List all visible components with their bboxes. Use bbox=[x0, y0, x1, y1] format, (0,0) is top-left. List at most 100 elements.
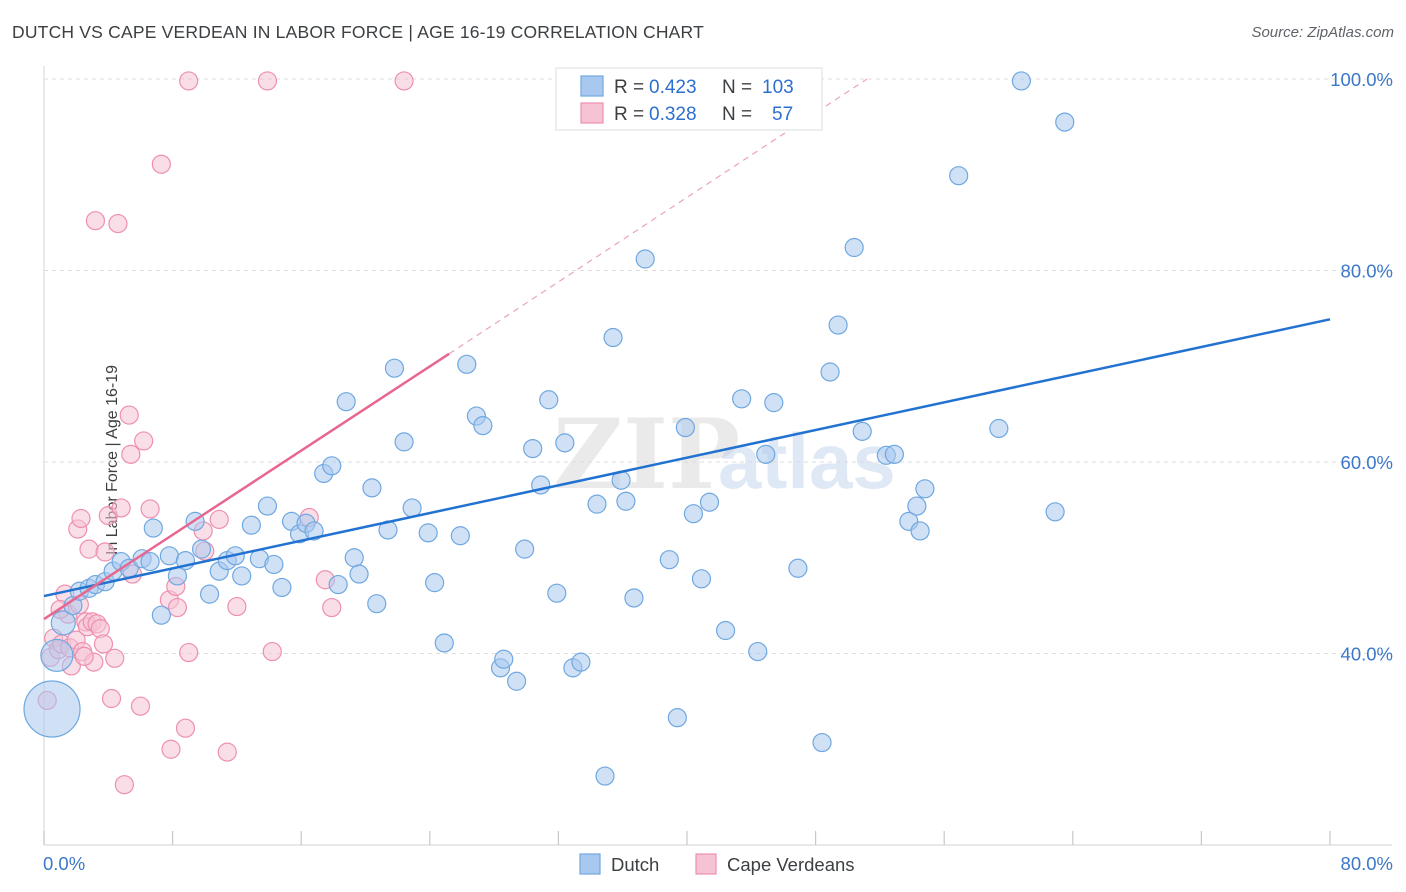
dutch-point bbox=[675, 417, 695, 438]
dutch-point bbox=[624, 588, 644, 608]
source-credit: Source: ZipAtlas.com bbox=[1251, 24, 1394, 41]
y-tick-label: 100.0% bbox=[1330, 69, 1393, 90]
cape-verdean-point bbox=[79, 539, 99, 559]
dutch-point bbox=[394, 432, 414, 452]
y-tick-label: 40.0% bbox=[1341, 644, 1393, 665]
dutch-point bbox=[159, 546, 179, 566]
cape-verdean-point bbox=[74, 646, 94, 666]
dutch-point bbox=[659, 550, 679, 570]
dutch-point bbox=[257, 496, 278, 516]
dutch-point bbox=[547, 583, 567, 603]
dutch-point bbox=[523, 438, 543, 459]
cape-verdean-point bbox=[101, 688, 122, 709]
cape-verdean-point bbox=[119, 405, 139, 425]
dutch-point bbox=[50, 610, 76, 636]
cape-verdeans-points bbox=[37, 71, 414, 795]
dutch-point bbox=[1045, 502, 1065, 522]
chart-title: DUTCH VS CAPE VERDEAN IN LABOR FORCE | A… bbox=[12, 22, 704, 42]
cape-verdean-point bbox=[161, 739, 181, 759]
dutch-point bbox=[362, 478, 382, 498]
cape-verdean-point bbox=[227, 596, 247, 617]
legend-r-value: 0.423 bbox=[649, 77, 697, 98]
cape-verdean-point bbox=[179, 642, 199, 663]
dutch-point bbox=[884, 444, 904, 464]
y-tick-label: 60.0% bbox=[1341, 452, 1393, 473]
cape-verdean-point bbox=[130, 696, 151, 716]
cape-verdean-point bbox=[140, 499, 160, 519]
dutch-point bbox=[328, 574, 348, 595]
dutch-point bbox=[595, 766, 615, 786]
dutch-point bbox=[852, 421, 872, 441]
dutch-point bbox=[272, 577, 292, 598]
cape-verdean-trend-line bbox=[43, 352, 450, 621]
dutch-point bbox=[820, 362, 840, 382]
legend-n-label: N = bbox=[722, 104, 752, 125]
dutch-point bbox=[473, 416, 493, 436]
dutch-point bbox=[264, 554, 284, 575]
cape-verdean-point bbox=[121, 444, 141, 464]
dutch-point bbox=[40, 638, 74, 673]
dutch-point bbox=[732, 389, 752, 409]
legend-n-value: 57 bbox=[772, 104, 793, 125]
dutch-point bbox=[425, 573, 445, 593]
cape-verdean-point bbox=[175, 718, 196, 738]
cape-verdean-point bbox=[93, 634, 114, 654]
bottom-legend-cape: Cape Verdeans bbox=[727, 854, 855, 875]
legend-swatch-dutch bbox=[580, 75, 604, 97]
dutch-point bbox=[571, 652, 591, 672]
cape-verdean-point bbox=[85, 211, 106, 231]
dutch-point bbox=[989, 418, 1009, 439]
dutch-point bbox=[828, 315, 848, 335]
legend-n-value: 103 bbox=[762, 77, 794, 98]
dutch-point bbox=[764, 393, 784, 413]
cape-verdean-point bbox=[394, 71, 414, 91]
dutch-point bbox=[191, 539, 212, 559]
dutch-point bbox=[494, 649, 514, 669]
gridlines bbox=[44, 78, 1392, 654]
cape-verdean-point bbox=[71, 508, 91, 529]
dutch-point bbox=[232, 566, 252, 586]
watermark-zip: ZIP bbox=[553, 398, 740, 511]
cape-verdean-point bbox=[111, 498, 131, 518]
cape-verdean-point bbox=[134, 431, 154, 451]
dutch-point bbox=[748, 641, 768, 662]
legend-n-label: N = bbox=[722, 77, 752, 98]
dutch-point bbox=[587, 494, 607, 514]
dutch-point bbox=[344, 548, 364, 568]
tick-labels: 40.0% 60.0% 80.0% 100.0% 0.0% 80.0% bbox=[43, 69, 1393, 874]
dutch-point bbox=[555, 433, 575, 453]
cape-verdean-point bbox=[217, 742, 237, 762]
dutch-point bbox=[515, 539, 535, 559]
dutch-point bbox=[349, 564, 369, 584]
dutch-point bbox=[699, 492, 720, 512]
dutch-point bbox=[418, 523, 438, 543]
trend-lines bbox=[43, 78, 1331, 621]
dutch-point bbox=[907, 496, 927, 516]
cape-verdean-point bbox=[262, 641, 282, 662]
dutch-points bbox=[23, 71, 1075, 786]
correlation-legend: R = 0.423 N = 103 R = 0.328 N = 57 bbox=[555, 67, 823, 131]
legend-r-label: R = bbox=[614, 77, 644, 98]
dutch-point bbox=[683, 504, 704, 524]
dutch-point bbox=[788, 558, 808, 578]
dutch-point bbox=[915, 479, 935, 499]
dutch-point bbox=[844, 237, 864, 258]
dutch-point bbox=[241, 515, 261, 535]
dutch-point bbox=[322, 456, 342, 476]
dutch-point bbox=[616, 491, 636, 511]
dutch-point bbox=[667, 708, 687, 728]
dutch-point bbox=[140, 551, 160, 572]
cape-verdean-point bbox=[114, 775, 134, 795]
dutch-point bbox=[384, 358, 405, 378]
dutch-point bbox=[910, 521, 930, 541]
dutch-point bbox=[715, 620, 736, 641]
dutch-point bbox=[304, 521, 324, 541]
dutch-trend-line bbox=[43, 318, 1331, 598]
dutch-point bbox=[450, 526, 470, 546]
cape-verdean-point bbox=[257, 71, 278, 91]
dutch-point bbox=[336, 392, 356, 412]
cape-verdean-point bbox=[322, 597, 342, 618]
legend-r-value: 0.328 bbox=[649, 104, 697, 125]
legend-swatch-cape bbox=[580, 102, 604, 124]
